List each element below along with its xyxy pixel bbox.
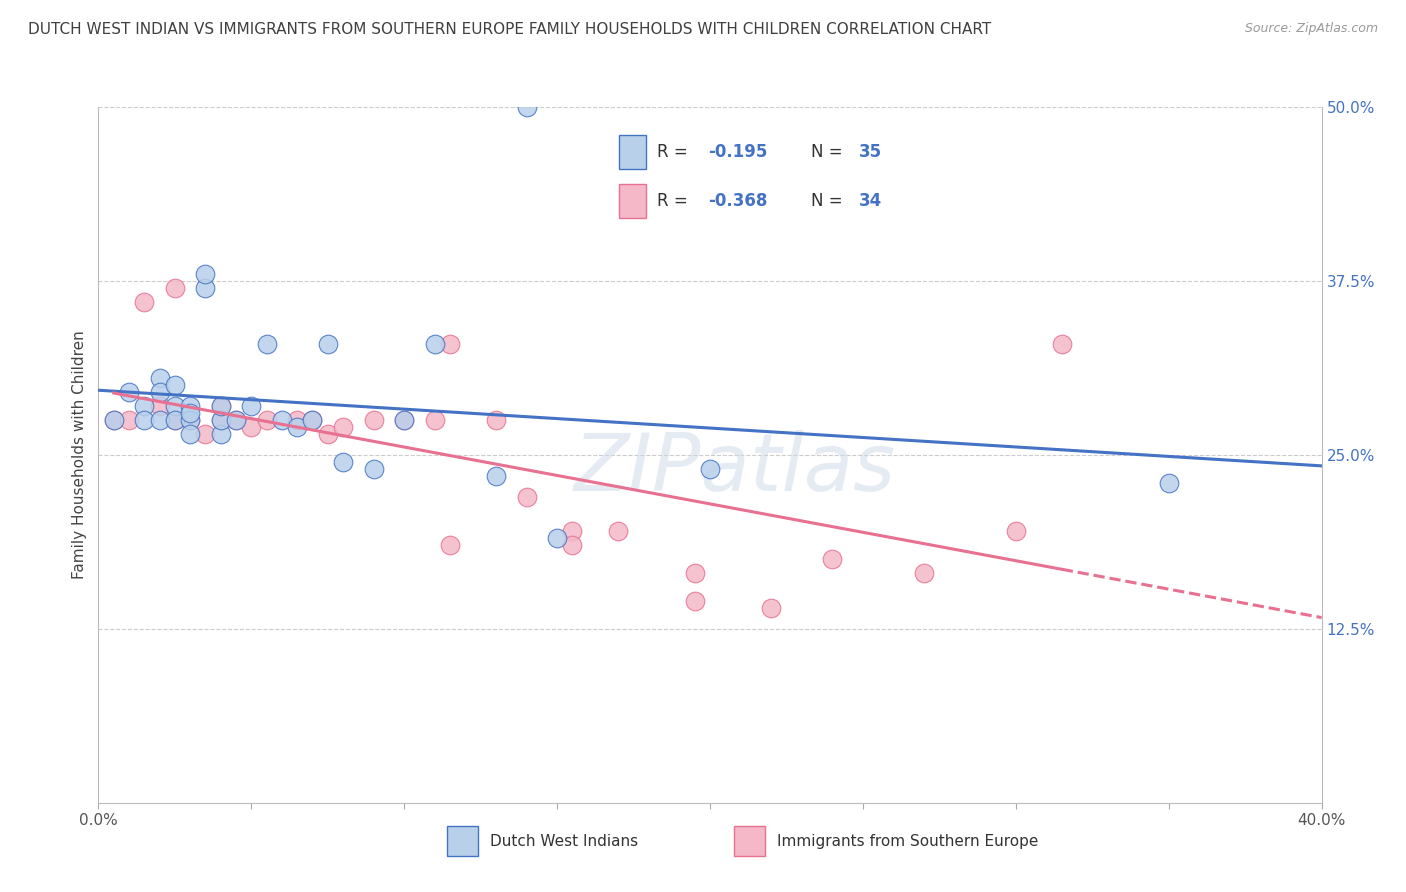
Point [225, 413, 247, 427]
Point [285, 413, 308, 427]
Point [209, 413, 232, 427]
Point [912, 566, 935, 581]
Point [149, 385, 172, 400]
Point [103, 413, 125, 427]
Point [240, 399, 263, 413]
Point [163, 413, 186, 427]
Point [163, 399, 186, 413]
Point [699, 462, 721, 476]
Point [209, 427, 232, 442]
Point [423, 413, 446, 427]
Point [546, 532, 568, 546]
Point [179, 413, 201, 427]
Point [1157, 475, 1180, 490]
Point [179, 399, 201, 413]
Point [301, 413, 323, 427]
Point [163, 281, 186, 295]
Point [1050, 336, 1073, 351]
Point [179, 413, 201, 427]
Point [316, 427, 339, 442]
Point [194, 427, 217, 442]
Point [363, 462, 385, 476]
Point [561, 524, 583, 539]
Point [118, 385, 141, 400]
Point [683, 566, 706, 581]
Point [209, 413, 232, 427]
Point [179, 406, 201, 420]
Point [821, 552, 844, 566]
Point [179, 427, 201, 442]
Point [270, 413, 292, 427]
Point [118, 413, 141, 427]
Text: ZIPatlas: ZIPatlas [574, 430, 896, 508]
Point [194, 267, 217, 281]
Point [209, 399, 232, 413]
Point [516, 490, 538, 504]
Point [423, 336, 446, 351]
Point [392, 413, 416, 427]
Point [256, 413, 278, 427]
Point [256, 336, 278, 351]
Point [225, 413, 247, 427]
Point [439, 336, 461, 351]
Point [149, 413, 172, 427]
Point [285, 420, 308, 434]
Point [439, 538, 461, 552]
Point [316, 336, 339, 351]
Point [134, 294, 156, 309]
Point [103, 413, 125, 427]
Point [301, 413, 323, 427]
Point [134, 413, 156, 427]
Point [759, 601, 782, 615]
Point [1004, 524, 1026, 539]
Y-axis label: Family Households with Children: Family Households with Children [72, 331, 87, 579]
Point [561, 538, 583, 552]
Point [149, 399, 172, 413]
Point [332, 420, 354, 434]
Point [209, 399, 232, 413]
Point [607, 524, 630, 539]
Point [163, 378, 186, 392]
Point [485, 413, 508, 427]
Text: DUTCH WEST INDIAN VS IMMIGRANTS FROM SOUTHERN EUROPE FAMILY HOUSEHOLDS WITH CHIL: DUTCH WEST INDIAN VS IMMIGRANTS FROM SOU… [28, 22, 991, 37]
Point [149, 371, 172, 385]
Point [332, 455, 354, 469]
Point [485, 468, 508, 483]
Text: Source: ZipAtlas.com: Source: ZipAtlas.com [1244, 22, 1378, 36]
Point [194, 281, 217, 295]
Point [683, 594, 706, 608]
Point [134, 399, 156, 413]
Point [392, 413, 416, 427]
Point [240, 420, 263, 434]
Point [363, 413, 385, 427]
Point [516, 100, 538, 114]
Point [163, 413, 186, 427]
